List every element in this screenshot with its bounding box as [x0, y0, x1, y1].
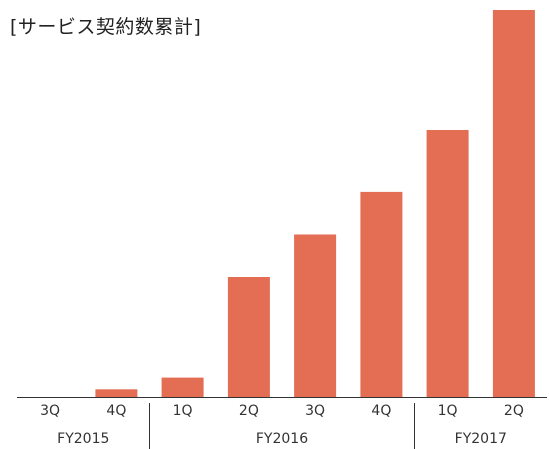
- bar-4: [294, 234, 337, 397]
- x-tick-label: 2Q: [239, 403, 259, 419]
- fiscal-year-groups: FY2015 FY2016 FY2017: [57, 403, 507, 449]
- x-tick-labels: 3Q 4Q 1Q 2Q 3Q 4Q 1Q 2Q: [40, 403, 524, 419]
- x-tick-label: 4Q: [371, 403, 391, 419]
- bar-7: [492, 10, 535, 397]
- x-tick-label: 1Q: [173, 403, 193, 419]
- x-tick-label: 2Q: [504, 403, 524, 419]
- chart-title: [サービス契約数累計]: [10, 16, 202, 38]
- group-label: FY2017: [455, 431, 507, 447]
- bar-6: [426, 130, 469, 397]
- bars-layer: [95, 10, 535, 397]
- x-tick-label: 3Q: [40, 403, 60, 419]
- group-label: FY2015: [57, 431, 109, 447]
- x-tick-label: 1Q: [438, 403, 458, 419]
- bar-2: [161, 377, 204, 397]
- bar-5: [360, 191, 403, 397]
- bar-3: [227, 277, 270, 397]
- x-tick-label: 3Q: [305, 403, 325, 419]
- x-tick-label: 4Q: [106, 403, 126, 419]
- group-label: FY2016: [256, 431, 308, 447]
- bar-1: [95, 389, 138, 397]
